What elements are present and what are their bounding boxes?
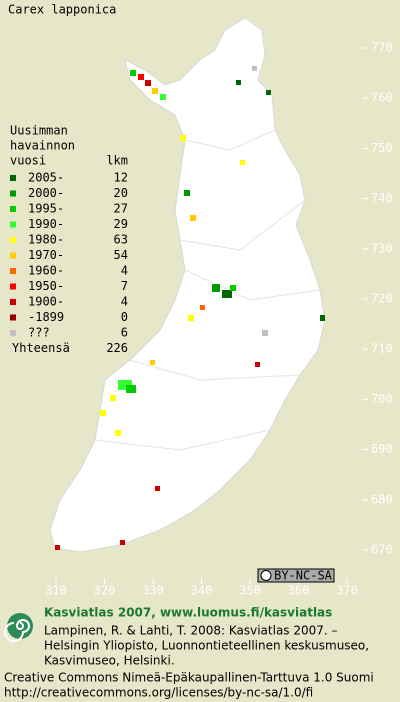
legend-swatch [10,314,16,321]
legend-label: 1980- [28,233,64,247]
observation-squares [55,66,325,550]
legend-count: 54 [114,248,128,262]
citation-line: Lampinen, R. & Lahti, T. 2008: Kasviatla… [44,624,338,638]
legend-swatch [10,299,16,305]
legend-count-heading: lkm [106,154,128,168]
y-axis-label: 740 [371,191,393,205]
legend-count: 29 [114,217,128,231]
legend-heading: vuosi [10,154,46,168]
x-axis-label: 330 [142,584,164,598]
legend-label: -1899 [28,310,64,324]
y-axis-label: 720 [371,292,393,306]
y-axis-label: 690 [371,442,393,456]
x-axis-label: 350 [239,584,261,598]
legend-swatch [10,252,16,259]
map-title: Carex lapponica [8,3,116,17]
legend-count: 4 [121,264,128,278]
legend-label: 1900- [28,295,64,309]
legend-swatch [10,221,16,228]
badge-text: BY-NC-SA [274,569,333,583]
legend-count: 6 [121,326,128,340]
legend-label: 1995- [28,202,64,216]
legend-swatch [10,175,16,181]
legend-label: ??? [28,326,50,340]
legend-swatch [10,268,16,274]
region-borders [94,129,321,451]
legend-swatch [10,283,16,290]
y-axis-label: 670 [371,543,393,557]
license-line: Creative Commons Nimeä-Epäkaupallinen-Ta… [4,671,374,685]
footer-headline: Kasviatlas 2007, www.luomus.fi/kasviatla… [44,606,332,620]
citation-line: Helsingin Yliopisto, Luonnontieteellinen… [44,639,369,653]
x-axis-label: 320 [94,584,116,598]
legend-total: 226 [106,341,128,355]
legend-label: 2000- [28,186,64,200]
legend-swatch [10,330,16,336]
legend-heading: Uusimman [10,124,68,138]
y-axis-label: 680 [371,492,393,506]
legend-count: 12 [114,171,128,185]
y-axis-label: 770 [371,41,393,55]
cc-badge: BY-NC-SA [257,568,335,583]
legend-swatch [10,190,16,197]
y-axis-label: 750 [371,141,393,155]
legend-label: 1990- [28,217,64,231]
legend-label: 1960- [28,264,64,278]
citation-line: Kasvimuseo, Helsinki. [44,654,175,668]
legend-count: 27 [114,202,128,216]
legend-label: 1950- [28,279,64,293]
x-axis-label: 340 [191,584,213,598]
legend-label: 2005- [28,171,64,185]
x-axis-label: 360 [288,584,310,598]
y-axis-label: 760 [371,91,393,105]
y-axis-label: 710 [371,342,393,356]
legend-label: 1970- [28,248,64,262]
legend-count: 20 [114,186,128,200]
legend-count: 0 [121,310,128,324]
license-line: http://creativecommons.org/licenses/by-n… [4,686,313,700]
legend-count: 63 [114,233,128,247]
y-axis-label: 700 [371,392,393,406]
legend-total-label: Yhteensä [12,341,70,355]
legend-heading: havainnon [10,139,75,153]
legend-swatch [10,237,16,243]
y-axis-label: 730 [371,241,393,255]
legend-count: 7 [121,279,128,293]
legend-count: 4 [121,295,128,309]
x-axis-label: 310 [45,584,67,598]
legend-swatch [10,206,16,212]
x-axis-label: 370 [336,584,358,598]
logo [4,613,33,642]
